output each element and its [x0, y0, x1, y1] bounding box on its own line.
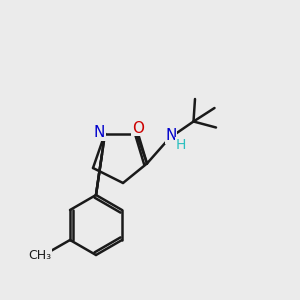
Text: N: N	[165, 128, 177, 143]
Text: O: O	[132, 121, 144, 136]
Text: H: H	[176, 138, 186, 152]
Text: CH₃: CH₃	[28, 249, 52, 262]
Text: N: N	[94, 125, 105, 140]
